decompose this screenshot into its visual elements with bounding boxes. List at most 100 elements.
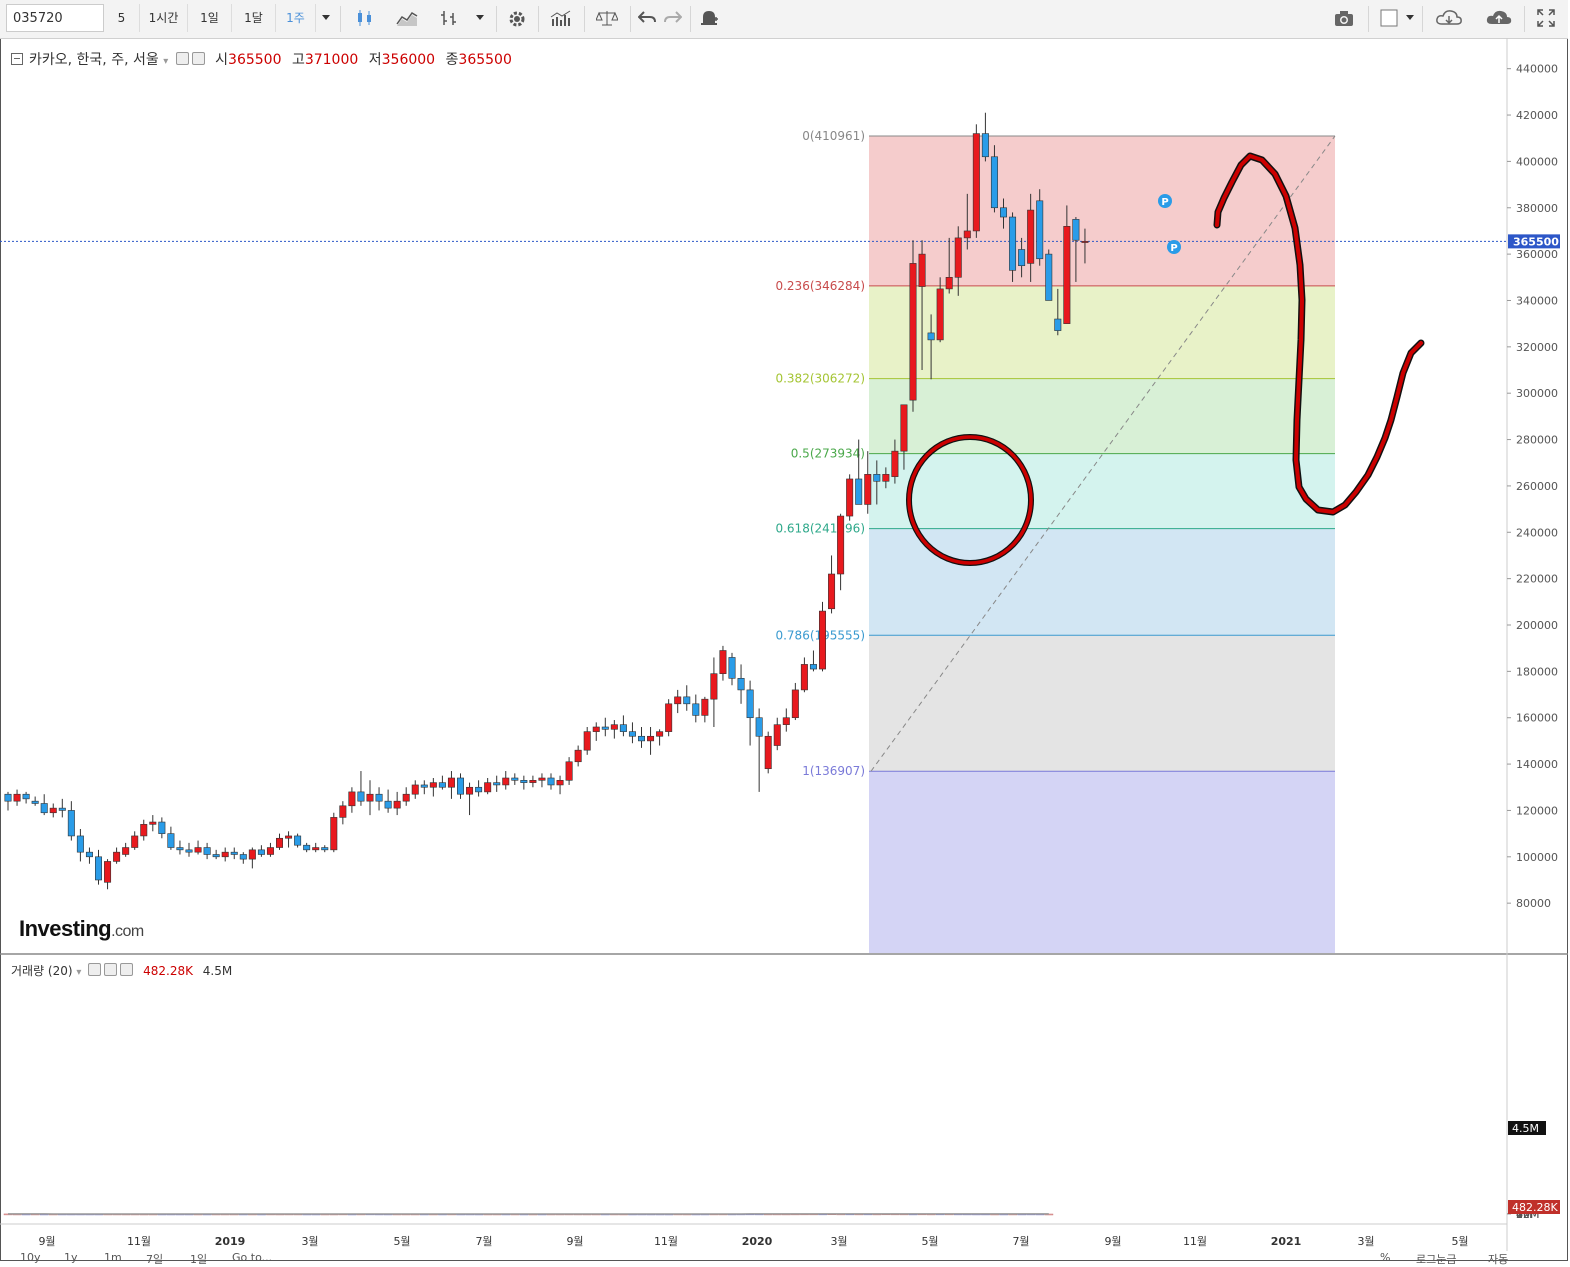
close-value: 365500 [458, 52, 511, 68]
timeframe-10y[interactable]: 10y [20, 1251, 41, 1264]
timeframe-1y[interactable]: 1y [64, 1251, 78, 1264]
candle-body [1000, 208, 1006, 217]
time-tick-label: 2019 [215, 1235, 246, 1248]
fullscreen-icon[interactable] [1530, 4, 1562, 32]
candle-body [59, 808, 65, 810]
candle-body [204, 848, 210, 855]
high-label: 고 [292, 52, 305, 68]
volume-settings-icon[interactable] [104, 963, 117, 976]
auto-scale-toggle[interactable]: 자동 [1488, 1251, 1508, 1267]
candle-body [928, 333, 934, 340]
candle-body [783, 718, 789, 725]
time-tick-label: 7월 [475, 1235, 492, 1248]
candle-body [1027, 210, 1033, 263]
candle-body [702, 699, 708, 715]
candle-body [738, 678, 744, 690]
cloud-load-icon[interactable] [1428, 4, 1470, 32]
investing-logo: Investing.com [19, 916, 144, 942]
goto-date[interactable]: Go to... [232, 1251, 272, 1264]
layout-square-icon[interactable] [1374, 4, 1404, 32]
alert-bell-icon[interactable] [694, 4, 724, 32]
price-tick-label: 420000 [1516, 109, 1558, 122]
candle-body [466, 787, 472, 794]
eye-icon[interactable] [176, 52, 189, 65]
settings-small-icon[interactable] [192, 52, 205, 65]
time-tick-label: 7월 [1012, 1235, 1029, 1248]
candle-body [240, 854, 246, 859]
resolution-5[interactable]: 5 [104, 4, 140, 32]
last-price-label: 365500 [1513, 235, 1559, 248]
candle-body [856, 479, 862, 504]
area-chart-icon[interactable] [390, 4, 424, 32]
resolution-1m[interactable]: 1달 [232, 4, 276, 32]
resolution-1h[interactable]: 1시간 [140, 4, 188, 32]
redo-icon[interactable] [660, 4, 686, 32]
price-legend: 카카오, 한국, 주, 서울 ▾ 시365500 고371000 저356000… [11, 49, 512, 69]
candles-icon[interactable] [348, 4, 382, 32]
resolution-1d[interactable]: 1일 [188, 4, 232, 32]
bars-icon[interactable] [432, 4, 466, 32]
resolution-dropdown-icon[interactable] [316, 4, 336, 32]
camera-icon[interactable] [1324, 4, 1364, 32]
logo-text: Investing [19, 916, 111, 941]
candle-body [937, 289, 943, 340]
indicators-icon[interactable] [544, 4, 578, 32]
resolution-1w[interactable]: 1주 [276, 4, 316, 32]
legend-dropdown-icon[interactable]: ▾ [163, 56, 168, 67]
chart-type-dropdown-icon[interactable] [470, 4, 490, 32]
price-tick-label: 260000 [1516, 480, 1558, 493]
volume-dropdown-icon[interactable]: ▾ [76, 967, 81, 978]
collapse-icon[interactable] [11, 53, 23, 65]
candle-body [484, 783, 490, 792]
price-tick-label: 160000 [1516, 712, 1558, 725]
time-tick-label: 11월 [1183, 1235, 1207, 1248]
candle-body [1018, 249, 1024, 265]
timeframe-1m[interactable]: 1m [104, 1251, 122, 1264]
candle-body [159, 822, 165, 834]
candle-body [512, 778, 518, 780]
timeframe-1d[interactable]: 1일 [190, 1251, 207, 1267]
candle-body [168, 834, 174, 848]
candle-body [991, 157, 997, 208]
price-tick-label: 300000 [1516, 387, 1558, 400]
candle-body [638, 736, 644, 741]
layout-dropdown-icon[interactable] [1402, 4, 1418, 32]
price-tick-label: 100000 [1516, 851, 1558, 864]
log-scale-toggle[interactable]: 로그눈금 [1416, 1251, 1456, 1267]
percent-toggle[interactable]: % [1380, 1251, 1390, 1264]
price-tick-label: 180000 [1516, 665, 1558, 678]
candle-body [801, 664, 807, 689]
candle-body [656, 732, 662, 737]
candle-body [693, 704, 699, 716]
fib-zone-0.786 [869, 635, 1335, 771]
candle-body [584, 732, 590, 751]
candle-body [521, 780, 527, 782]
candle-body [557, 780, 563, 785]
candle-body [50, 808, 56, 813]
candle-body [331, 817, 337, 849]
candle-body [448, 778, 454, 787]
price-tick-label: 440000 [1516, 63, 1558, 76]
candle-body [810, 664, 816, 669]
chart-canvas[interactable]: 0(410961)0.236(346284)0.382(306272)0.5(2… [0, 38, 1568, 1251]
candle-body [77, 836, 83, 852]
candle-body [729, 657, 735, 678]
symbol-input[interactable]: 035720 [6, 4, 104, 32]
volume-last-badge-label: 482.28K [1512, 1201, 1558, 1214]
candle-body [919, 254, 925, 286]
price-tick-label: 240000 [1516, 526, 1558, 539]
candle-body [874, 474, 880, 481]
timeframe-7d[interactable]: 7일 [146, 1251, 163, 1267]
compare-scale-icon[interactable] [590, 4, 624, 32]
undo-icon[interactable] [634, 4, 660, 32]
volume-close-icon[interactable] [120, 963, 133, 976]
volume-eye-icon[interactable] [88, 963, 101, 976]
fib-level-label: 0.618(241596) [775, 522, 865, 536]
candle-body [720, 650, 726, 673]
logo-domain: .com [111, 923, 144, 940]
cloud-save-icon[interactable] [1478, 4, 1520, 32]
time-tick-label: 2021 [1271, 1235, 1302, 1248]
open-value: 365500 [228, 52, 281, 68]
price-tick-label: 320000 [1516, 341, 1558, 354]
gear-icon[interactable] [500, 4, 534, 32]
